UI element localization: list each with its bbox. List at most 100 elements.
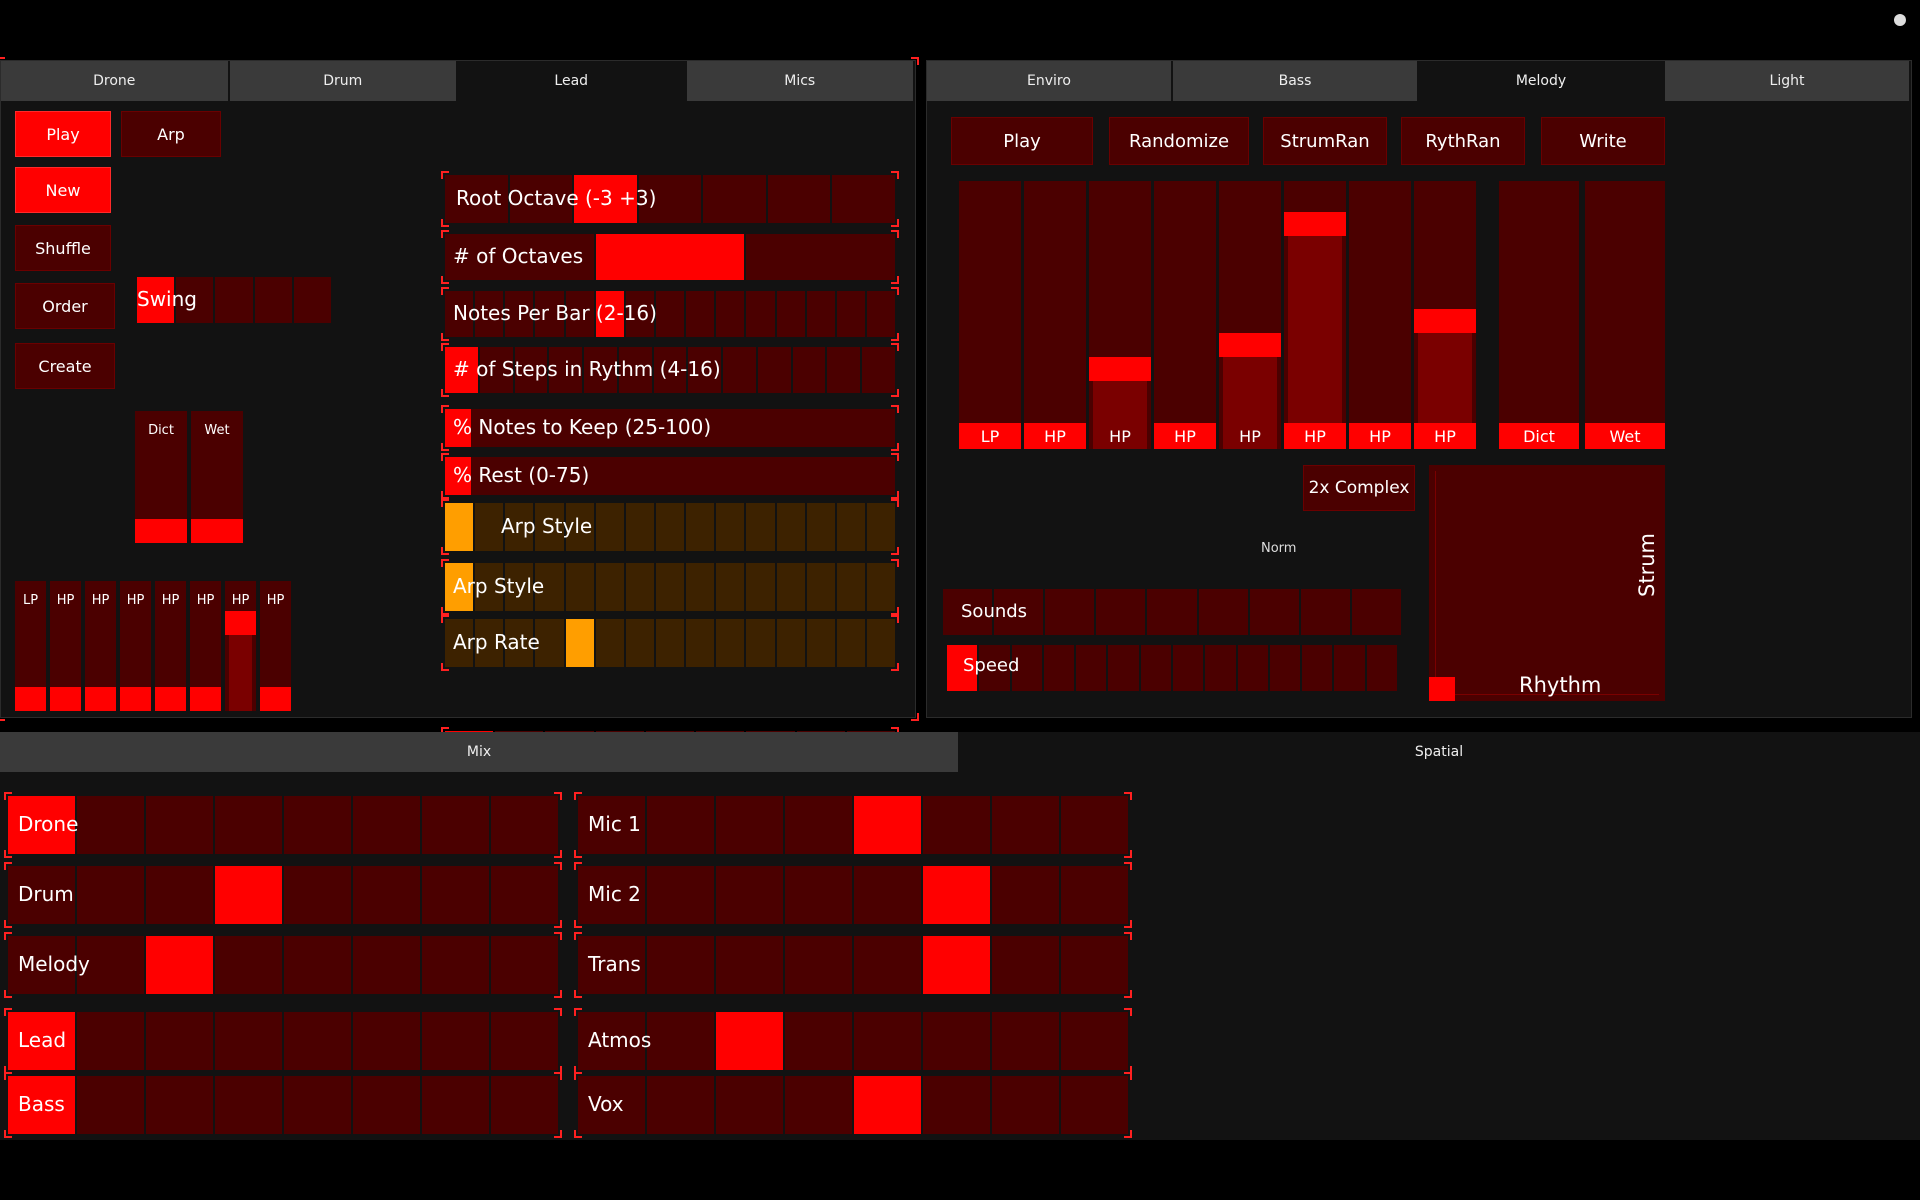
- tab-lead-lead[interactable]: Lead: [458, 61, 687, 101]
- xy-pad-handle[interactable]: [1429, 677, 1455, 701]
- corner-marker: [4, 990, 12, 998]
- lead-panel: Drone Drum Lead Mics Play Arp New Shuffle O…: [0, 57, 919, 783]
- melody-sounds-row[interactable]: [943, 589, 1401, 635]
- corner-marker: [441, 615, 449, 623]
- melody-fader-label: HP: [1284, 423, 1346, 449]
- corner-marker: [891, 171, 899, 179]
- melody-play-button[interactable]: Play: [951, 117, 1093, 165]
- corner-marker: [891, 343, 899, 351]
- lead-row-6[interactable]: [441, 499, 899, 555]
- corner-marker: [891, 333, 899, 341]
- mix-row-melody[interactable]: [4, 932, 562, 998]
- mix-row-lead[interactable]: [4, 1008, 562, 1074]
- tab-lead-mics[interactable]: Mics: [686, 61, 915, 101]
- corner-marker: [554, 1008, 562, 1016]
- lead-row-1[interactable]: [441, 230, 899, 284]
- tab-lead-drone[interactable]: Drone: [1, 61, 230, 101]
- write-button[interactable]: Write: [1541, 117, 1665, 165]
- new-button[interactable]: New: [15, 167, 111, 213]
- melody-wet-fader[interactable]: Wet: [1585, 181, 1665, 449]
- corner-marker: [441, 405, 449, 413]
- lead-filter-label: HP: [231, 593, 250, 608]
- lead-filter-label: HP: [91, 593, 110, 608]
- arp-button[interactable]: Arp: [121, 111, 221, 157]
- swing-slider[interactable]: [137, 277, 332, 323]
- lead-filter-fader-3[interactable]: HP: [120, 581, 151, 711]
- corner-marker: [574, 1072, 582, 1080]
- corner-marker: [891, 559, 899, 567]
- corner-marker: [554, 850, 562, 858]
- mix-row-drum[interactable]: [4, 862, 562, 928]
- order-button[interactable]: Order: [15, 283, 115, 329]
- dict-fader[interactable]: Dict: [135, 411, 187, 543]
- shuffle-button[interactable]: Shuffle: [15, 225, 111, 271]
- wet-fader[interactable]: Wet: [191, 411, 243, 543]
- corner-marker: [891, 615, 899, 623]
- play-button[interactable]: Play: [15, 111, 111, 157]
- melody-dict-fader[interactable]: Dict: [1499, 181, 1579, 449]
- melody-filter-fader-1[interactable]: HP: [1024, 181, 1086, 449]
- lead-row-2[interactable]: [441, 287, 899, 341]
- lead-row-8[interactable]: [441, 615, 899, 671]
- tab-spatial[interactable]: Spatial: [960, 732, 1920, 772]
- corner-marker: [891, 491, 899, 499]
- melody-filter-fader-6[interactable]: HP: [1349, 181, 1411, 449]
- strum-rhythm-xy-pad[interactable]: Rhythm Strum: [1429, 465, 1665, 701]
- lead-row-4[interactable]: [441, 405, 899, 451]
- corner-marker: [1124, 920, 1132, 928]
- corner-marker: [1124, 1072, 1132, 1080]
- mix-panel: Mix Spatial Drone Drum Melody Lead Bass Mic 1…: [0, 732, 1920, 1140]
- speed-row[interactable]: [947, 645, 1397, 691]
- corner-marker: [441, 559, 449, 567]
- corner-marker: [4, 920, 12, 928]
- mix-row-drone[interactable]: [4, 792, 562, 858]
- lead-filter-label: HP: [161, 593, 180, 608]
- tab-mix[interactable]: Mix: [0, 732, 960, 772]
- corner-marker: [891, 230, 899, 238]
- lead-row-0[interactable]: [441, 171, 899, 227]
- melody-filter-fader-4[interactable]: HP: [1219, 181, 1281, 449]
- lead-filter-fader-6[interactable]: HP: [225, 581, 256, 711]
- melody-filter-fader-2[interactable]: HP: [1089, 181, 1151, 449]
- create-button[interactable]: Create: [15, 343, 115, 389]
- melody-filter-fader-5[interactable]: HP: [1284, 181, 1346, 449]
- corner-marker: [441, 230, 449, 238]
- tab-lead-drum[interactable]: Drum: [229, 61, 458, 101]
- corner-marker: [574, 990, 582, 998]
- melody-filter-fader-0[interactable]: LP: [959, 181, 1021, 449]
- tab-melody-melody[interactable]: Melody: [1419, 61, 1665, 101]
- rythran-button[interactable]: RythRan: [1401, 117, 1525, 165]
- lead-filter-label: LP: [22, 593, 39, 608]
- lead-filter-fader-5[interactable]: HP: [190, 581, 221, 711]
- corner-marker: [1124, 850, 1132, 858]
- tab-melody-light[interactable]: Light: [1665, 61, 1911, 101]
- tab-melody-bass[interactable]: Bass: [1173, 61, 1419, 101]
- lead-filter-label: HP: [196, 593, 215, 608]
- mix-row-trans[interactable]: [574, 932, 1132, 998]
- lead-filter-fader-0[interactable]: LP: [15, 581, 46, 711]
- 2x-complex-button[interactable]: 2x Complex: [1303, 465, 1415, 511]
- corner-marker: [891, 453, 899, 461]
- lead-filter-fader-7[interactable]: HP: [260, 581, 291, 711]
- melody-filter-fader-3[interactable]: HP: [1154, 181, 1216, 449]
- rhythm-axis-label: Rhythm: [1519, 673, 1602, 697]
- corner-marker: [891, 287, 899, 295]
- lead-filter-fader-4[interactable]: HP: [155, 581, 186, 711]
- lead-row-5[interactable]: [441, 453, 899, 499]
- mix-row-vox[interactable]: [574, 1072, 1132, 1138]
- mix-row-bass[interactable]: [4, 1072, 562, 1138]
- lead-filter-fader-1[interactable]: HP: [50, 581, 81, 711]
- mix-row-mic-2[interactable]: [574, 862, 1132, 928]
- corner-marker: [554, 990, 562, 998]
- lead-row-3[interactable]: [441, 343, 899, 397]
- corner-marker: [891, 607, 899, 615]
- mix-row-mic-1[interactable]: [574, 792, 1132, 858]
- randomize-button[interactable]: Randomize: [1109, 117, 1249, 165]
- melody-filter-fader-7[interactable]: HP: [1414, 181, 1476, 449]
- mix-row-atmos[interactable]: [574, 1008, 1132, 1074]
- lead-row-7[interactable]: [441, 559, 899, 615]
- lead-filter-fader-2[interactable]: HP: [85, 581, 116, 711]
- strumran-button[interactable]: StrumRan: [1263, 117, 1387, 165]
- corner-marker: [891, 547, 899, 555]
- tab-melody-enviro[interactable]: Enviro: [927, 61, 1173, 101]
